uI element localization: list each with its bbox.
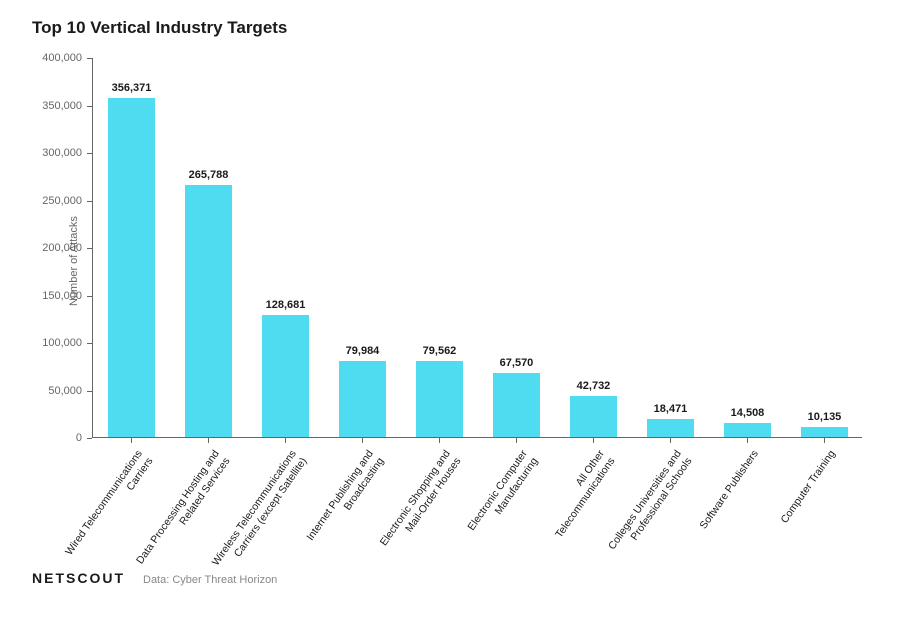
bar-value-label: 14,508 xyxy=(724,407,772,419)
x-tick-mark xyxy=(593,438,594,443)
x-tick-mark xyxy=(362,438,363,443)
y-tick-label: 300,000 xyxy=(0,147,88,159)
x-tick-mark xyxy=(208,438,209,443)
y-tick-mark xyxy=(87,438,92,439)
y-tick-label: 200,000 xyxy=(0,242,88,254)
bar-value-label: 79,562 xyxy=(416,345,464,357)
bar: 42,732 xyxy=(570,396,618,437)
bar-value-label: 18,471 xyxy=(647,403,695,415)
y-tick-label: 100,000 xyxy=(0,337,88,349)
y-tick-label: 50,000 xyxy=(0,385,88,397)
chart-container: Top 10 Vertical Industry Targets Number … xyxy=(0,0,900,600)
x-tick-mark xyxy=(131,438,132,443)
x-tick-mark xyxy=(747,438,748,443)
y-tick-label: 150,000 xyxy=(0,290,88,302)
bar-value-label: 10,135 xyxy=(801,411,849,423)
y-tick-label: 250,000 xyxy=(0,195,88,207)
chart-title: Top 10 Vertical Industry Targets xyxy=(32,18,287,38)
bar: 79,562 xyxy=(416,361,464,437)
bar-value-label: 42,732 xyxy=(570,380,618,392)
plot-area: 356,371 265,788 128,681 79,984 79,562 67,570 4… xyxy=(92,58,862,438)
x-tick-mark xyxy=(670,438,671,443)
bar: 10,135 xyxy=(801,427,849,437)
y-tick-label: 0 xyxy=(0,432,88,444)
bar: 18,471 xyxy=(647,419,695,437)
bar: 79,984 xyxy=(339,361,387,437)
y-tick-label: 350,000 xyxy=(0,100,88,112)
bar: 128,681 xyxy=(262,315,310,437)
bar-value-label: 67,570 xyxy=(493,357,541,369)
data-source: Data: Cyber Threat Horizon xyxy=(143,574,277,586)
bar: 67,570 xyxy=(493,373,541,437)
bar: 265,788 xyxy=(185,185,233,437)
y-tick-label: 400,000 xyxy=(0,52,88,64)
bar: 356,371 xyxy=(108,98,156,437)
bar-value-label: 128,681 xyxy=(262,299,310,311)
x-tick-mark xyxy=(516,438,517,443)
category-label-line: Carriers xyxy=(30,455,155,626)
brand-logo: NETSCOUT xyxy=(32,570,125,586)
x-tick-mark xyxy=(824,438,825,443)
x-tick-mark xyxy=(439,438,440,443)
bar: 14,508 xyxy=(724,423,772,437)
bar-value-label: 79,984 xyxy=(339,345,387,357)
x-tick-mark xyxy=(285,438,286,443)
bar-value-label: 265,788 xyxy=(185,169,233,181)
bar-value-label: 356,371 xyxy=(108,82,156,94)
footer: NETSCOUT Data: Cyber Threat Horizon xyxy=(32,570,277,586)
